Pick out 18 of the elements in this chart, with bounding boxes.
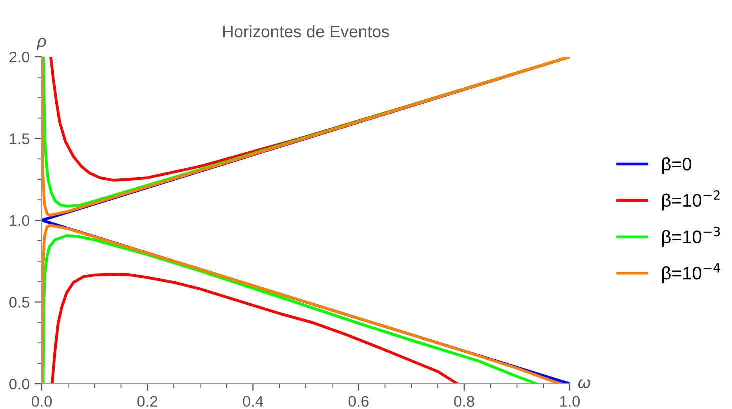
x-tick-label: 0.4: [243, 396, 264, 408]
legend-label: β=10$^{−2}$: [662, 190, 720, 211]
y-tick-label: 1.5: [10, 134, 30, 144]
y-tick-label: 0.5: [10, 297, 30, 308]
y-tick-label: 2.0: [10, 52, 30, 63]
x-tick-label: 0.0: [32, 396, 52, 408]
y-tick-label: 0.0: [10, 378, 30, 390]
x-tick-label: 0.8: [454, 396, 474, 408]
y-tick-label: 1.0: [10, 215, 30, 226]
x-tick-label: 0.6: [348, 396, 369, 408]
legend-label: β=10$^{−4}$: [662, 263, 720, 284]
x-tick-label: 1.0: [560, 396, 580, 408]
legend-label: β=10$^{−3}$: [662, 227, 720, 248]
x-tick-label: 0.2: [138, 396, 158, 408]
legend-label: β=0: [662, 157, 692, 174]
chart-title: Horizontes de Eventos: [224, 25, 390, 38]
y-axis-title: ρ: [36, 38, 46, 50]
x-axis-title: ω: [578, 379, 590, 388]
